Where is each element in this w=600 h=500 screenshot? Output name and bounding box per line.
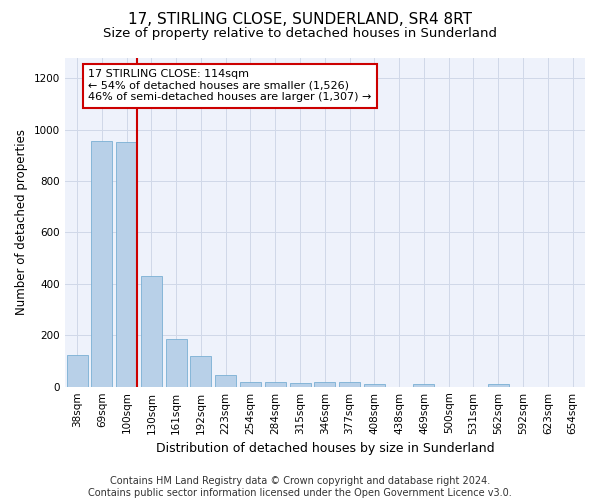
Bar [91,141,112,386]
Text: Size of property relative to detached houses in Sunderland: Size of property relative to detached ho… [103,28,497,40]
Bar [364,384,385,386]
Bar [67,354,88,386]
Bar [116,142,137,386]
Bar [290,383,311,386]
Bar [190,356,211,386]
Text: Contains HM Land Registry data © Crown copyright and database right 2024.
Contai: Contains HM Land Registry data © Crown c… [88,476,512,498]
Bar [413,384,434,386]
Y-axis label: Number of detached properties: Number of detached properties [15,129,28,315]
Bar [339,382,360,386]
Text: 17 STIRLING CLOSE: 114sqm
← 54% of detached houses are smaller (1,526)
46% of se: 17 STIRLING CLOSE: 114sqm ← 54% of detac… [88,69,371,102]
Bar [166,339,187,386]
Bar [314,382,335,386]
Bar [265,382,286,386]
Bar [240,382,261,386]
X-axis label: Distribution of detached houses by size in Sunderland: Distribution of detached houses by size … [155,442,494,455]
Bar [488,384,509,386]
Bar [141,276,162,386]
Bar [215,375,236,386]
Text: 17, STIRLING CLOSE, SUNDERLAND, SR4 8RT: 17, STIRLING CLOSE, SUNDERLAND, SR4 8RT [128,12,472,28]
